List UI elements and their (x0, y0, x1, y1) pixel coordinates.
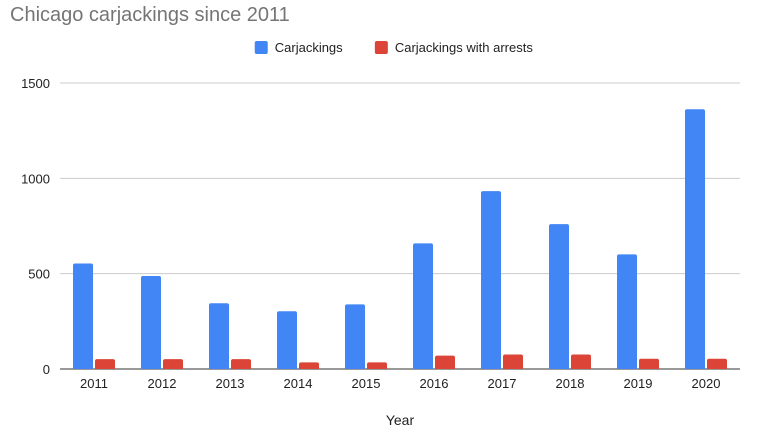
x-tick-label: 2016 (420, 376, 449, 391)
chart-title: Chicago carjackings since 2011 (10, 4, 290, 26)
bar-with-arrests-2011 (95, 359, 115, 369)
bar-with-arrests-2020 (707, 358, 727, 369)
bar-with-arrests-2012 (163, 359, 183, 369)
x-tick-label: 2018 (556, 376, 585, 391)
legend-label-carjackings: Carjackings (275, 40, 343, 55)
y-tick-label: 0 (43, 362, 50, 377)
bar-carjackings-2017 (481, 191, 501, 369)
bar-with-arrests-2019 (639, 358, 659, 369)
bar-carjackings-2012 (141, 275, 161, 369)
tick-labels: 0 500 1000 1500 2011 2012 2013 2014 2015 2016 2017… (21, 76, 720, 391)
x-tick-label: 2014 (284, 376, 313, 391)
legend-swatch-with-arrests (374, 41, 388, 54)
bar-carjackings-2011 (73, 263, 93, 369)
bar-carjackings-2014 (277, 311, 297, 369)
bar-with-arrests-2016 (435, 355, 455, 369)
bars (73, 109, 727, 369)
bar-carjackings-2020 (685, 109, 705, 369)
bar-carjackings-2019 (617, 254, 637, 369)
bar-with-arrests-2017 (503, 354, 523, 369)
legend-swatch-carjackings (254, 41, 268, 54)
bar-with-arrests-2018 (571, 354, 591, 369)
x-tick-label: 2017 (488, 376, 517, 391)
y-tick-label: 1000 (21, 171, 50, 186)
x-tick-label: 2011 (80, 376, 108, 391)
bar-carjackings-2016 (413, 243, 433, 369)
bar-carjackings-2015 (345, 304, 365, 369)
legend: Carjackings Carjackings with arrests (254, 40, 533, 55)
bar-carjackings-2013 (209, 303, 229, 369)
gridlines (60, 82, 740, 370)
legend-label-with-arrests: Carjackings with arrests (395, 40, 533, 55)
x-tick-label: 2020 (692, 376, 721, 391)
bar-with-arrests-2015 (367, 362, 387, 369)
x-axis-title: Year (386, 412, 415, 428)
y-tick-label: 500 (28, 267, 50, 282)
x-tick-label: 2013 (216, 376, 245, 391)
x-tick-label: 2019 (624, 376, 653, 391)
x-tick-label: 2012 (148, 376, 177, 391)
y-tick-label: 1500 (21, 76, 50, 91)
bar-with-arrests-2013 (231, 359, 251, 369)
x-tick-label: 2015 (352, 376, 381, 391)
bar-carjackings-2018 (549, 224, 569, 369)
bar-with-arrests-2014 (299, 362, 319, 369)
